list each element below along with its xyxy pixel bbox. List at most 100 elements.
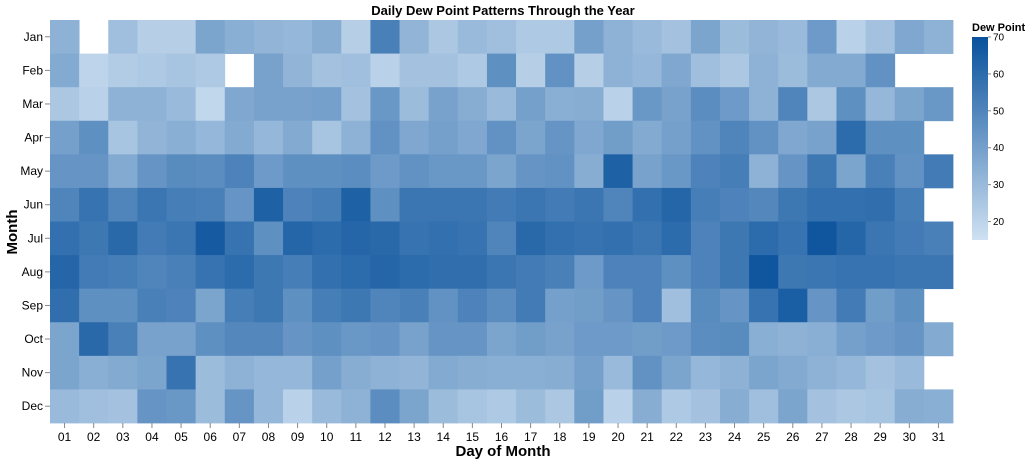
heatmap-cell bbox=[894, 187, 925, 222]
heatmap-cell bbox=[836, 288, 867, 323]
heatmap-cell bbox=[283, 322, 313, 357]
x-tick-label: 30 bbox=[903, 430, 917, 444]
heatmap-cell bbox=[749, 355, 779, 390]
heatmap-cell bbox=[79, 87, 109, 122]
legend-tick-label: 40 bbox=[993, 143, 1005, 154]
heatmap-cell bbox=[719, 221, 750, 256]
heatmap-cell bbox=[632, 20, 663, 54]
heatmap-cell bbox=[661, 322, 692, 357]
heatmap-cell bbox=[108, 389, 138, 424]
heatmap-cell bbox=[457, 20, 488, 54]
heatmap-cell bbox=[50, 20, 80, 54]
y-tick-label: Oct bbox=[24, 332, 43, 346]
heatmap-cell bbox=[807, 288, 837, 323]
heatmap-cell bbox=[457, 255, 488, 290]
heatmap-cell bbox=[283, 255, 313, 290]
heatmap-cell bbox=[632, 221, 663, 256]
x-tick-label: 05 bbox=[174, 430, 188, 444]
heatmap-cell bbox=[399, 221, 430, 256]
heatmap-cell bbox=[370, 87, 400, 122]
heatmap-cell bbox=[574, 53, 604, 88]
heatmap-cell bbox=[574, 87, 604, 122]
legend-tick-label: 30 bbox=[993, 180, 1005, 191]
legend-gradient-bar bbox=[972, 37, 988, 240]
heatmap-cell bbox=[79, 120, 109, 155]
heatmap-cell bbox=[370, 53, 400, 88]
heatmap-cell bbox=[486, 355, 517, 390]
heatmap-cell bbox=[224, 322, 255, 357]
heatmap-cell bbox=[428, 355, 459, 390]
heatmap-cell bbox=[312, 322, 342, 357]
y-tick-label: Jul bbox=[28, 231, 43, 245]
heatmap-cell bbox=[253, 154, 284, 189]
heatmap-cell bbox=[719, 288, 750, 323]
heatmap-cell bbox=[137, 221, 167, 256]
heatmap-cell bbox=[399, 355, 430, 390]
heatmap-cell bbox=[457, 389, 488, 424]
heatmap-cell bbox=[137, 120, 167, 155]
heatmap-cell bbox=[836, 389, 867, 424]
heatmap-cell bbox=[370, 221, 400, 256]
heatmap-cell bbox=[894, 120, 925, 155]
y-tick-label: Mar bbox=[22, 97, 43, 111]
heatmap-cell bbox=[428, 120, 459, 155]
heatmap-cell bbox=[428, 87, 459, 122]
heatmap-cell bbox=[661, 154, 692, 189]
heatmap-cell bbox=[283, 355, 313, 390]
heatmap-cell bbox=[253, 20, 284, 54]
heatmap-cell bbox=[166, 120, 197, 155]
y-tick-label: Nov bbox=[22, 366, 43, 380]
heatmap-cell bbox=[341, 87, 371, 122]
heatmap-cell bbox=[894, 322, 925, 357]
heatmap-cell bbox=[283, 154, 313, 189]
heatmap-cell bbox=[516, 187, 546, 222]
heatmap-cell bbox=[341, 221, 371, 256]
heatmap-cell bbox=[807, 87, 837, 122]
heatmap-cell bbox=[79, 255, 109, 290]
heatmap-cell bbox=[50, 389, 80, 424]
heatmap-cell bbox=[166, 187, 197, 222]
heatmap-cell bbox=[574, 255, 604, 290]
heatmap-cell bbox=[399, 255, 430, 290]
heatmap-cell bbox=[865, 355, 896, 390]
heatmap-cell bbox=[603, 53, 633, 88]
heatmap-cell bbox=[516, 87, 546, 122]
heatmap-cell bbox=[632, 53, 663, 88]
heatmap-cell bbox=[79, 187, 109, 222]
heatmap-cell bbox=[50, 154, 80, 189]
heatmap-cell bbox=[836, 322, 867, 357]
heatmap-cell bbox=[632, 120, 663, 155]
heatmap-cell bbox=[312, 221, 342, 256]
heatmap-cell bbox=[457, 355, 488, 390]
heatmap-cell bbox=[166, 154, 197, 189]
legend-tick-label: 70 bbox=[993, 33, 1005, 44]
heatmap-cell bbox=[632, 389, 663, 424]
heatmap-cell bbox=[108, 322, 138, 357]
heatmap-cell bbox=[865, 187, 896, 222]
x-tick-label: 26 bbox=[786, 430, 800, 444]
heatmap-cell bbox=[312, 154, 342, 189]
heatmap-cell bbox=[486, 20, 517, 54]
heatmap-cells bbox=[50, 20, 954, 424]
y-tick-label: May bbox=[20, 164, 43, 178]
heatmap-cell bbox=[399, 154, 430, 189]
heatmap-cell bbox=[574, 187, 604, 222]
heatmap-cell bbox=[370, 322, 400, 357]
x-tick-label: 24 bbox=[728, 430, 742, 444]
heatmap-cell bbox=[574, 154, 604, 189]
heatmap-cell bbox=[312, 355, 342, 390]
heatmap-cell bbox=[137, 87, 167, 122]
heatmap-cell bbox=[79, 389, 109, 424]
heatmap-cell bbox=[341, 187, 371, 222]
heatmap-cell bbox=[923, 389, 954, 424]
heatmap-cell bbox=[253, 389, 284, 424]
heatmap-cell bbox=[603, 389, 633, 424]
heatmap-cell bbox=[108, 20, 138, 54]
heatmap-cell bbox=[865, 87, 896, 122]
heatmap-cell bbox=[516, 120, 546, 155]
heatmap-cell bbox=[690, 154, 721, 189]
heatmap-cell bbox=[807, 355, 837, 390]
heatmap-cell bbox=[457, 53, 488, 88]
heatmap-cell bbox=[195, 120, 226, 155]
heatmap-cell bbox=[253, 221, 284, 256]
